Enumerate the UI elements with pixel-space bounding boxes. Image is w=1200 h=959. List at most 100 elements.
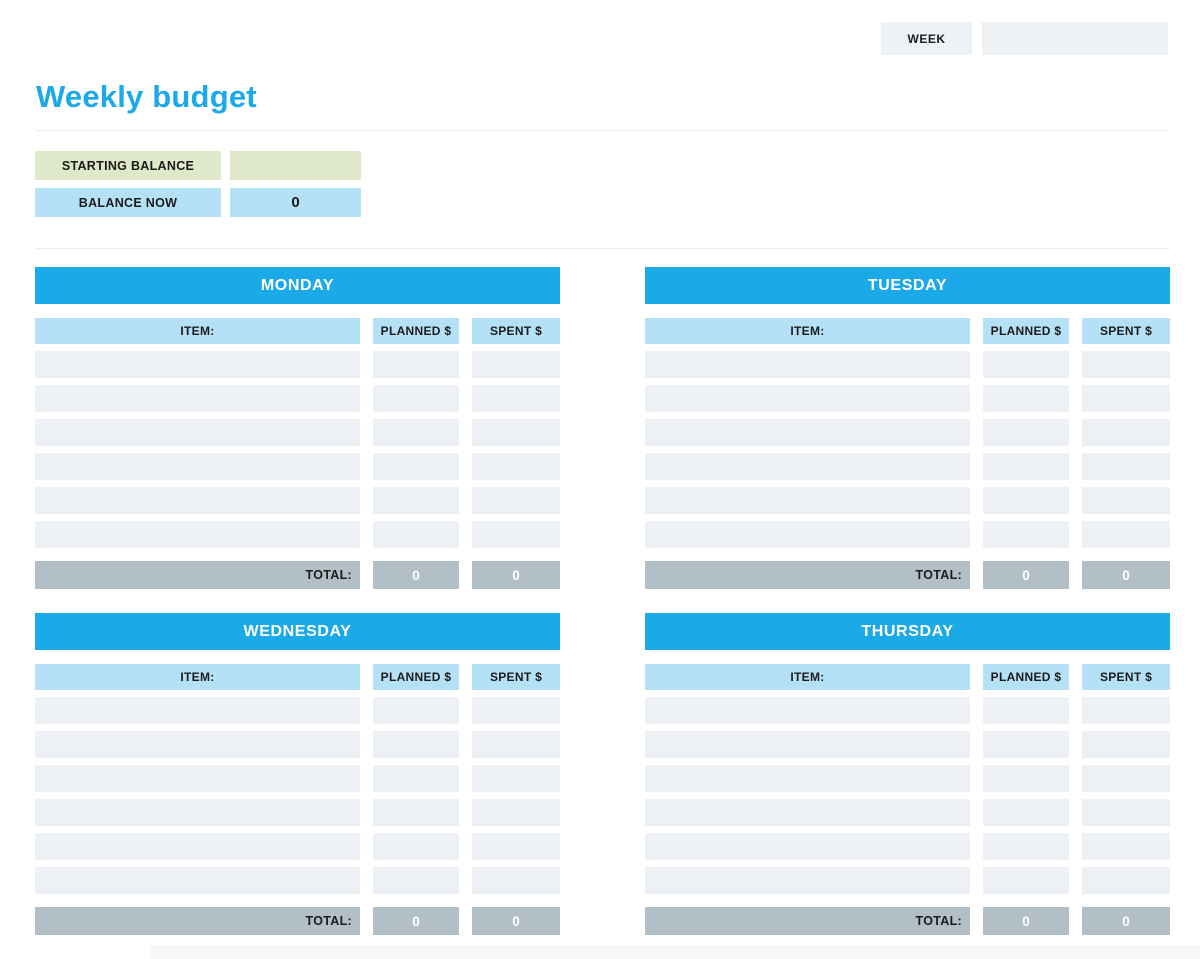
spent-cell[interactable]: [472, 799, 560, 826]
planned-cell[interactable]: [373, 731, 459, 758]
day-header: TUESDAY: [645, 267, 1170, 304]
item-cell[interactable]: [35, 799, 360, 826]
item-cell[interactable]: [35, 867, 360, 894]
spent-cell[interactable]: [472, 487, 560, 514]
planned-cell[interactable]: [373, 453, 459, 480]
spent-cell[interactable]: [472, 419, 560, 446]
spent-cell[interactable]: [472, 697, 560, 724]
item-cell[interactable]: [35, 765, 360, 792]
planned-cell[interactable]: [983, 799, 1069, 826]
column-header-row: ITEM: PLANNED $ SPENT $: [645, 318, 1170, 344]
item-cell[interactable]: [645, 487, 970, 514]
planned-cell[interactable]: [983, 731, 1069, 758]
spent-cell[interactable]: [1082, 833, 1170, 860]
spent-cell[interactable]: [472, 765, 560, 792]
spent-cell[interactable]: [1082, 799, 1170, 826]
total-spent-value: 0: [1082, 907, 1170, 935]
spent-cell[interactable]: [472, 521, 560, 548]
balance-block: STARTING BALANCE BALANCE NOW 0: [35, 151, 361, 217]
planned-cell[interactable]: [373, 833, 459, 860]
planned-cell[interactable]: [373, 867, 459, 894]
planned-cell[interactable]: [983, 833, 1069, 860]
item-row: [645, 731, 1170, 758]
spent-cell[interactable]: [472, 867, 560, 894]
item-row: [35, 833, 560, 860]
planned-cell[interactable]: [983, 521, 1069, 548]
planned-cell[interactable]: [373, 521, 459, 548]
planned-cell[interactable]: [983, 765, 1069, 792]
total-row: TOTAL: 0 0: [645, 561, 1170, 589]
spent-cell[interactable]: [472, 833, 560, 860]
planned-cell[interactable]: [373, 487, 459, 514]
item-cell[interactable]: [645, 385, 970, 412]
planned-cell[interactable]: [983, 419, 1069, 446]
item-cell[interactable]: [645, 453, 970, 480]
planned-cell[interactable]: [983, 697, 1069, 724]
item-cell[interactable]: [645, 799, 970, 826]
column-header-item: ITEM:: [35, 318, 360, 344]
planned-cell[interactable]: [983, 385, 1069, 412]
planned-cell[interactable]: [373, 765, 459, 792]
item-row: [35, 765, 560, 792]
spent-cell[interactable]: [1082, 385, 1170, 412]
planned-cell[interactable]: [373, 385, 459, 412]
spent-cell[interactable]: [1082, 697, 1170, 724]
item-row: [35, 521, 560, 548]
item-cell[interactable]: [645, 351, 970, 378]
balance-now-row: BALANCE NOW 0: [35, 188, 361, 217]
starting-balance-field[interactable]: [230, 151, 361, 180]
item-cell[interactable]: [35, 351, 360, 378]
item-cell[interactable]: [645, 419, 970, 446]
spent-cell[interactable]: [472, 453, 560, 480]
spent-cell[interactable]: [1082, 765, 1170, 792]
item-cell[interactable]: [35, 453, 360, 480]
spent-cell[interactable]: [1082, 419, 1170, 446]
planned-cell[interactable]: [983, 453, 1069, 480]
spent-cell[interactable]: [472, 731, 560, 758]
item-cell[interactable]: [35, 385, 360, 412]
spent-cell[interactable]: [1082, 487, 1170, 514]
item-cell[interactable]: [35, 731, 360, 758]
item-cell[interactable]: [35, 833, 360, 860]
item-row: [35, 453, 560, 480]
item-cell[interactable]: [35, 521, 360, 548]
item-row: [645, 833, 1170, 860]
spent-cell[interactable]: [1082, 351, 1170, 378]
item-cell[interactable]: [645, 765, 970, 792]
spent-cell[interactable]: [472, 385, 560, 412]
spent-cell[interactable]: [1082, 867, 1170, 894]
planned-cell[interactable]: [373, 419, 459, 446]
planned-cell[interactable]: [373, 351, 459, 378]
column-header-spent: SPENT $: [1082, 318, 1170, 344]
planned-cell[interactable]: [983, 487, 1069, 514]
week-value-field[interactable]: [982, 22, 1168, 55]
total-label: TOTAL:: [645, 907, 970, 935]
item-row: [35, 799, 560, 826]
column-header-row: ITEM: PLANNED $ SPENT $: [645, 664, 1170, 690]
item-cell[interactable]: [645, 731, 970, 758]
item-cell[interactable]: [35, 697, 360, 724]
column-header-planned: PLANNED $: [983, 318, 1069, 344]
spent-cell[interactable]: [1082, 453, 1170, 480]
next-page-edge: [150, 945, 1200, 959]
item-cell[interactable]: [645, 833, 970, 860]
item-row: [645, 487, 1170, 514]
planned-cell[interactable]: [373, 799, 459, 826]
total-label: TOTAL:: [35, 561, 360, 589]
item-cell[interactable]: [645, 521, 970, 548]
spent-cell[interactable]: [1082, 521, 1170, 548]
item-cell[interactable]: [35, 487, 360, 514]
item-cell[interactable]: [35, 419, 360, 446]
column-header-item: ITEM:: [645, 664, 970, 690]
item-cell[interactable]: [645, 867, 970, 894]
spent-cell[interactable]: [1082, 731, 1170, 758]
item-row: [35, 385, 560, 412]
total-row: TOTAL: 0 0: [35, 561, 560, 589]
planned-cell[interactable]: [373, 697, 459, 724]
item-cell[interactable]: [645, 697, 970, 724]
planned-cell[interactable]: [983, 351, 1069, 378]
entry-rows: [645, 697, 1170, 894]
spent-cell[interactable]: [472, 351, 560, 378]
planned-cell[interactable]: [983, 867, 1069, 894]
